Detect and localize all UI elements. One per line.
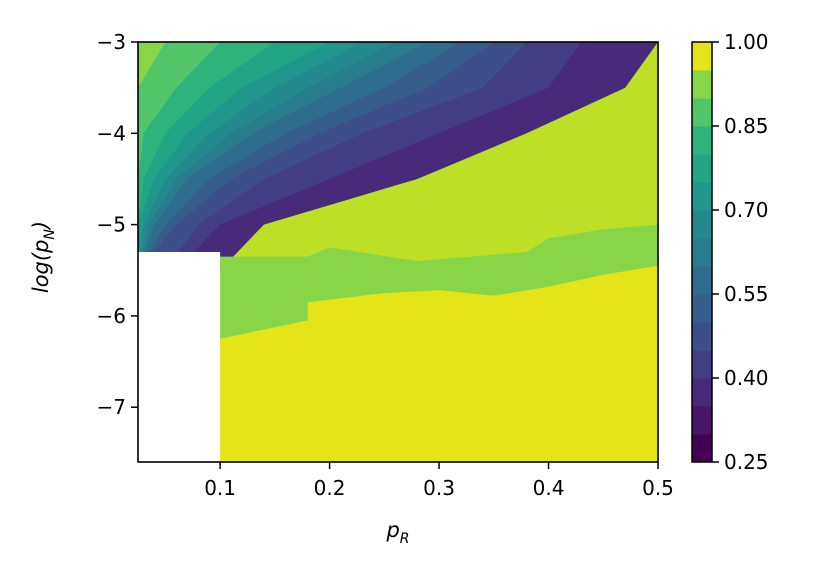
x-tick-label: 0.2 <box>314 476 346 500</box>
y-tick-label: −3 <box>97 30 126 54</box>
colorbar-tick-label: 0.85 <box>724 114 769 138</box>
colorbar-segment <box>692 182 712 211</box>
colorbar-tick-label: 0.55 <box>724 282 769 306</box>
colorbar-segment <box>692 350 712 379</box>
contour-band <box>138 42 396 462</box>
colorbar-frame <box>691 41 713 463</box>
x-tick-label: 0.3 <box>423 476 455 500</box>
missing-data-region <box>138 252 221 462</box>
plot-frame <box>137 41 659 463</box>
colorbar-tick-label: 1.00 <box>724 30 769 54</box>
x-tick-label: 0.5 <box>642 476 674 500</box>
contour-plot-area <box>138 42 658 462</box>
x-axis-label: pR <box>385 518 409 547</box>
y-tick-label: −4 <box>97 121 126 145</box>
colorbar-segment <box>692 154 712 183</box>
y-axis: −3 −4 −5 −6 −7 <box>97 30 138 419</box>
contour-band <box>138 42 363 462</box>
y-axis-label: log(pN) <box>29 221 58 293</box>
colorbar-tick-label: 0.25 <box>724 450 769 474</box>
y-tick-label: −7 <box>97 395 126 419</box>
colorbar-segment <box>692 42 712 71</box>
x-tick-label: 0.4 <box>533 476 565 500</box>
colorbar-segment <box>692 98 712 127</box>
x-axis: 0.1 0.2 0.3 0.4 0.5 <box>204 462 674 500</box>
colorbar-segment <box>692 70 712 99</box>
colorbar-segment <box>692 294 712 323</box>
colorbar-segment <box>692 378 712 407</box>
colorbar-tick-label: 0.40 <box>724 366 769 390</box>
colorbar-segment <box>692 238 712 267</box>
colorbar-segment <box>692 322 712 351</box>
colorbar-segment <box>692 434 712 463</box>
colorbar-segment <box>692 406 712 435</box>
colorbar-segment <box>692 210 712 239</box>
colorbar-segment <box>692 266 712 295</box>
contour-band <box>138 42 221 462</box>
y-tick-label: −6 <box>97 304 126 328</box>
y-tick-label: −5 <box>97 213 126 237</box>
colorbar-tick-label: 0.70 <box>724 198 769 222</box>
contour-band-top <box>220 265 658 462</box>
colorbar: 1.00 0.85 0.70 0.55 0.40 0.25 <box>691 30 769 474</box>
x-tick-label: 0.1 <box>204 476 236 500</box>
colorbar-segment <box>692 126 712 155</box>
